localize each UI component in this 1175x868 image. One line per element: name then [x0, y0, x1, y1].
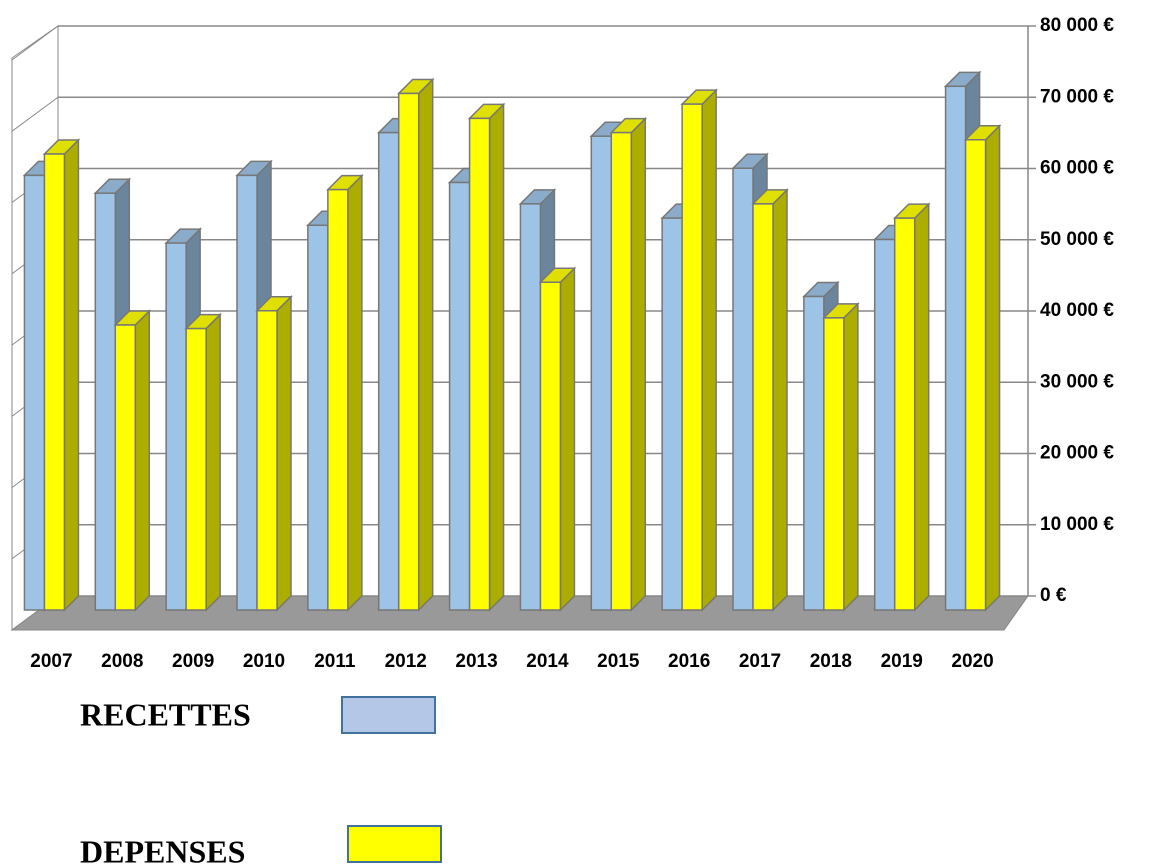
bar — [185, 327, 207, 611]
bar-side — [843, 302, 859, 612]
x-tick-label: 2020 — [951, 651, 993, 672]
bar — [377, 131, 400, 611]
x-tick-label: 2015 — [597, 651, 640, 672]
bar — [256, 310, 278, 611]
bar — [590, 135, 613, 611]
bar — [23, 174, 46, 611]
bar — [823, 317, 845, 611]
x-tick-label: 2012 — [385, 651, 427, 672]
x-tick-label: 2019 — [881, 651, 923, 672]
bar-side — [488, 102, 505, 612]
x-tick-label: 2018 — [810, 651, 852, 672]
bar-side — [913, 202, 930, 612]
bar-side — [984, 123, 1001, 612]
bar — [307, 224, 329, 611]
bar — [681, 103, 703, 611]
x-tick-label: 2014 — [526, 651, 569, 672]
bar — [448, 181, 471, 611]
x-tick-label: 2017 — [739, 651, 781, 672]
bar — [114, 324, 137, 611]
bar — [236, 174, 258, 611]
x-tick-label: 2009 — [172, 651, 214, 672]
bar — [539, 281, 562, 611]
y-tick-label: 40 000 € — [1040, 300, 1114, 321]
x-tick-label: 2008 — [101, 651, 143, 672]
x-tick-label: 2011 — [314, 651, 356, 672]
legend-swatch — [341, 696, 436, 734]
bar-side — [134, 309, 151, 612]
y-tick-label: 0 € — [1040, 585, 1067, 606]
bar — [94, 192, 117, 611]
bar — [610, 131, 633, 611]
bar-side — [276, 294, 292, 612]
bar — [803, 295, 825, 611]
y-tick-label: 20 000 € — [1040, 443, 1114, 464]
y-tick-label: 70 000 € — [1040, 86, 1114, 107]
bar-side — [417, 77, 434, 612]
side-grid-line — [11, 96, 59, 132]
x-tick-label: 2007 — [30, 651, 72, 672]
bar — [893, 217, 916, 611]
bar — [964, 139, 987, 611]
side-grid-line — [11, 25, 59, 61]
bar-side — [701, 88, 717, 612]
bar — [873, 238, 896, 611]
legend-label: RECETTES — [80, 696, 251, 732]
bar — [43, 153, 66, 611]
bar — [397, 92, 420, 611]
bar — [165, 242, 187, 611]
y-tick-label: 10 000 € — [1040, 514, 1114, 535]
bar — [327, 188, 349, 611]
x-tick-label: 2010 — [243, 651, 285, 672]
y-tick-label: 30 000 € — [1040, 371, 1114, 392]
x-tick-label: 2016 — [668, 651, 710, 672]
bar — [661, 217, 683, 611]
legend-swatch — [347, 825, 442, 863]
legend-label: DEPENSES — [80, 833, 245, 868]
bar-side — [347, 173, 363, 612]
x-tick-label: 2013 — [455, 651, 497, 672]
bar — [519, 203, 542, 611]
bar — [732, 167, 754, 611]
bar-side — [63, 138, 80, 612]
y-tick-label: 80 000 € — [1040, 15, 1114, 36]
bar-side — [772, 188, 788, 612]
y-tick-label: 60 000 € — [1040, 158, 1114, 179]
bar-side — [205, 312, 221, 612]
y-tick-label: 50 000 € — [1040, 229, 1114, 250]
bar — [468, 117, 491, 611]
bar-side — [559, 266, 576, 612]
bar — [944, 85, 967, 611]
bar — [752, 203, 774, 611]
bar-side — [630, 116, 647, 612]
